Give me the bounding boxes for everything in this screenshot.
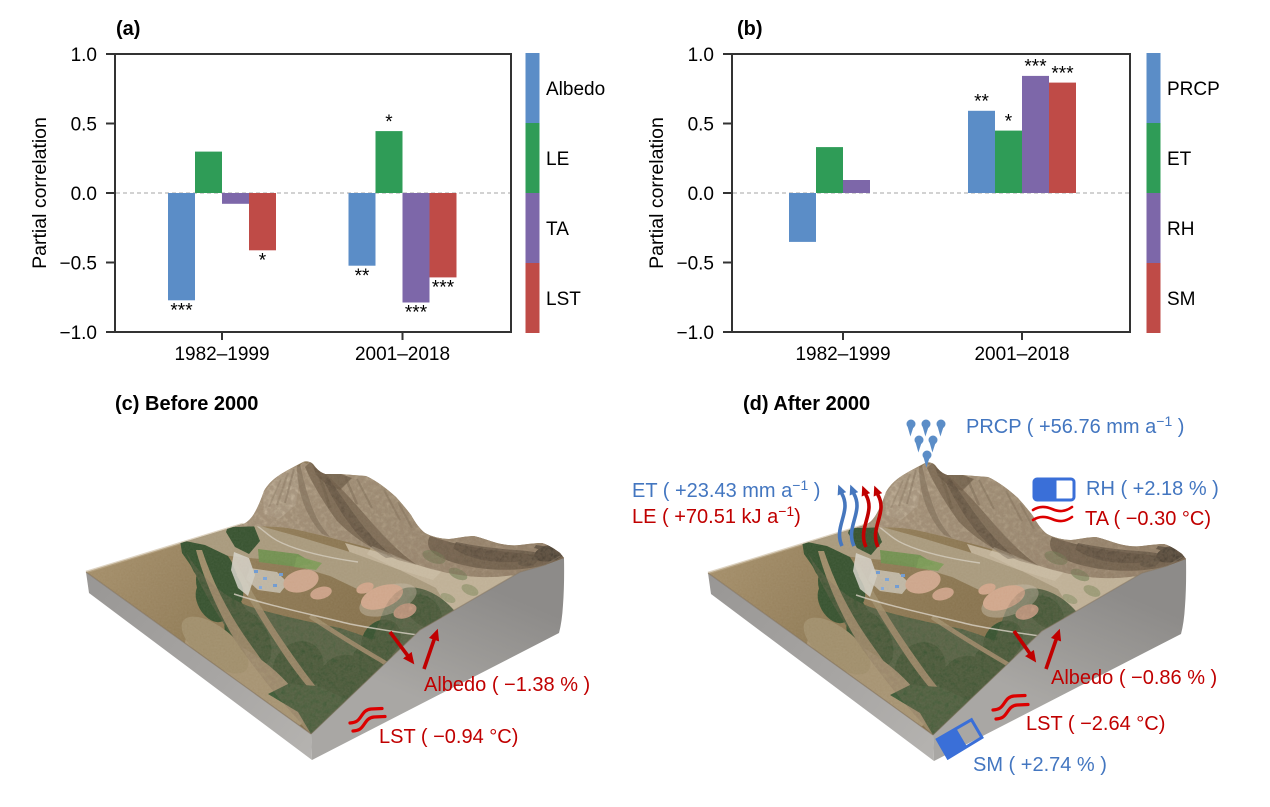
svg-text:PRCP: PRCP: [1167, 79, 1220, 100]
svg-text:LST: LST: [546, 289, 581, 310]
svg-text:*: *: [259, 251, 267, 272]
svg-text:1982–1999: 1982–1999: [795, 344, 890, 365]
svg-text:LST ( −0.94 °C): LST ( −0.94 °C): [379, 726, 518, 748]
svg-text:Albedo ( −1.38 % ): Albedo ( −1.38 % ): [424, 674, 590, 696]
svg-text:*: *: [1005, 112, 1013, 133]
svg-text:LST ( −2.64 °C): LST ( −2.64 °C): [1026, 713, 1165, 735]
svg-text:SM: SM: [1167, 289, 1196, 310]
svg-text:TA ( −0.30 °C): TA ( −0.30 °C): [1085, 508, 1211, 530]
svg-text:PRCP ( +56.76 mm a−1 ): PRCP ( +56.76 mm a−1 ): [966, 413, 1184, 438]
svg-text:2001–2018: 2001–2018: [355, 344, 450, 365]
svg-text:(b): (b): [737, 18, 763, 40]
svg-text:***: ***: [432, 278, 455, 299]
svg-text:0.0: 0.0: [688, 184, 714, 205]
svg-text:Partial correlation: Partial correlation: [29, 117, 51, 269]
svg-text:SM ( +2.74 % ): SM ( +2.74 % ): [973, 754, 1107, 776]
svg-text:LE ( +70.51 kJ a−1): LE ( +70.51 kJ a−1): [632, 503, 801, 528]
svg-text:***: ***: [170, 301, 193, 322]
svg-text:Partial correlation: Partial correlation: [646, 117, 668, 269]
svg-text:TA: TA: [546, 219, 569, 240]
svg-text:−1.0: −1.0: [59, 323, 97, 344]
svg-text:1.0: 1.0: [71, 45, 97, 66]
svg-text:ET: ET: [1167, 149, 1192, 170]
svg-text:(c) Before 2000: (c) Before 2000: [115, 393, 258, 415]
svg-text:2001–2018: 2001–2018: [974, 344, 1069, 365]
svg-text:−1.0: −1.0: [676, 323, 714, 344]
svg-text:0.5: 0.5: [688, 115, 714, 136]
svg-text:***: ***: [1051, 64, 1074, 85]
svg-text:LE: LE: [546, 149, 569, 170]
svg-text:**: **: [974, 92, 989, 113]
svg-text:*: *: [385, 112, 393, 133]
svg-text:0.0: 0.0: [71, 184, 97, 205]
svg-text:(a): (a): [116, 18, 140, 40]
svg-text:−0.5: −0.5: [676, 254, 714, 275]
svg-text:***: ***: [1024, 57, 1047, 78]
svg-text:RH ( +2.18 % ): RH ( +2.18 % ): [1086, 478, 1219, 500]
svg-text:Albedo ( −0.86 % ): Albedo ( −0.86 % ): [1051, 667, 1217, 689]
svg-text:−0.5: −0.5: [59, 254, 97, 275]
svg-text:1982–1999: 1982–1999: [174, 344, 269, 365]
svg-text:**: **: [355, 266, 370, 287]
svg-text:1.0: 1.0: [688, 45, 714, 66]
svg-text:Albedo: Albedo: [546, 79, 605, 100]
svg-text:***: ***: [405, 303, 428, 324]
svg-text:(d) After 2000: (d) After 2000: [743, 393, 870, 415]
svg-text:RH: RH: [1167, 219, 1194, 240]
svg-text:0.5: 0.5: [71, 115, 97, 136]
svg-text:ET ( +23.43 mm a−1 ): ET ( +23.43 mm a−1 ): [632, 477, 820, 502]
